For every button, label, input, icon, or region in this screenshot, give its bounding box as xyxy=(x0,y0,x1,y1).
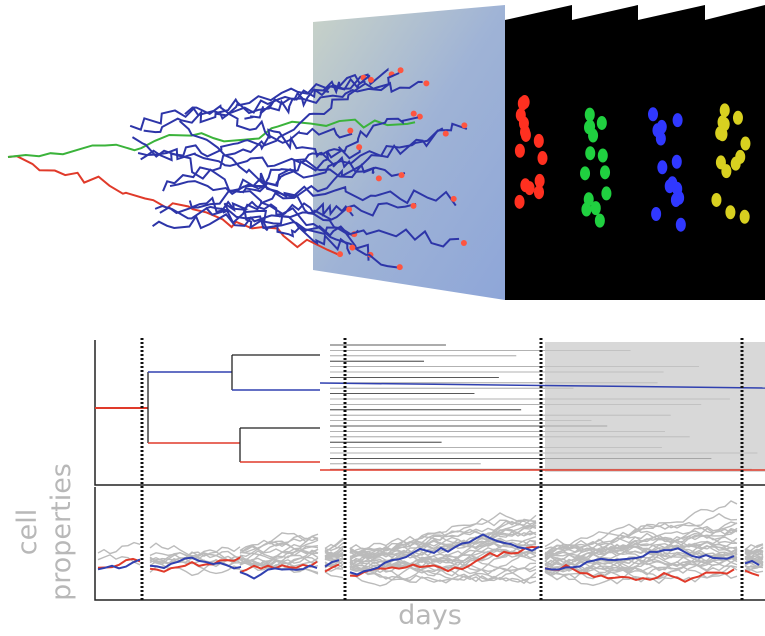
nucleus xyxy=(585,108,595,122)
nucleus xyxy=(720,103,730,117)
nucleus xyxy=(515,144,525,158)
track-end xyxy=(397,264,403,270)
track-end xyxy=(376,175,382,181)
nucleus xyxy=(516,108,526,122)
track-end xyxy=(410,203,416,209)
track-end xyxy=(337,251,343,257)
track-end xyxy=(349,245,355,251)
track-end xyxy=(423,80,429,86)
nucleus xyxy=(521,128,531,142)
nucleus xyxy=(581,203,591,217)
nucleus xyxy=(735,150,745,164)
nucleus xyxy=(657,160,667,174)
track-end xyxy=(443,131,449,137)
track-end xyxy=(346,207,352,213)
nucleus xyxy=(580,166,590,180)
nucleus xyxy=(591,201,601,215)
track-end xyxy=(398,67,404,73)
nucleus xyxy=(676,218,686,232)
nucleus xyxy=(535,174,545,188)
nucleus xyxy=(537,151,547,165)
nucleus xyxy=(733,111,743,125)
track-end xyxy=(461,240,467,246)
y-label-line2: properties xyxy=(46,463,77,601)
track-end xyxy=(411,111,417,117)
lineage-tree xyxy=(95,340,765,485)
series-line xyxy=(98,543,140,554)
nucleus xyxy=(648,107,658,121)
nucleus xyxy=(601,186,611,200)
nucleus xyxy=(651,207,661,221)
nucleus xyxy=(740,210,750,224)
nucleus xyxy=(672,155,682,169)
nucleus xyxy=(725,205,735,219)
blue-channel xyxy=(638,5,705,300)
nucleus xyxy=(595,214,605,228)
nucleus xyxy=(721,164,731,178)
nucleus xyxy=(740,137,750,151)
track-end xyxy=(368,77,374,83)
nucleus xyxy=(597,116,607,130)
nucleus xyxy=(667,176,677,190)
track-end xyxy=(417,114,423,120)
nucleus xyxy=(600,165,610,179)
y-label-line1: cell xyxy=(12,509,43,555)
track-end xyxy=(461,122,467,128)
nucleus xyxy=(588,129,598,143)
image-stack xyxy=(313,5,765,300)
nucleus xyxy=(598,149,608,163)
nucleus xyxy=(656,132,666,146)
property-plot xyxy=(95,487,765,600)
track-end xyxy=(451,196,457,202)
nucleus xyxy=(520,178,530,192)
x-label: days xyxy=(398,600,462,631)
figure: cell properties days xyxy=(0,0,765,636)
tree-fill xyxy=(545,342,765,472)
track-end xyxy=(356,144,362,150)
yellow-channel xyxy=(705,5,765,300)
series-line xyxy=(325,572,343,578)
series-line xyxy=(98,559,140,568)
nucleus xyxy=(585,146,595,160)
nucleus xyxy=(711,193,721,207)
nucleus xyxy=(717,127,727,141)
nucleus xyxy=(515,195,525,209)
track-end xyxy=(347,128,353,134)
nucleus xyxy=(673,113,683,127)
nucleus xyxy=(534,134,544,148)
track-end xyxy=(399,172,405,178)
